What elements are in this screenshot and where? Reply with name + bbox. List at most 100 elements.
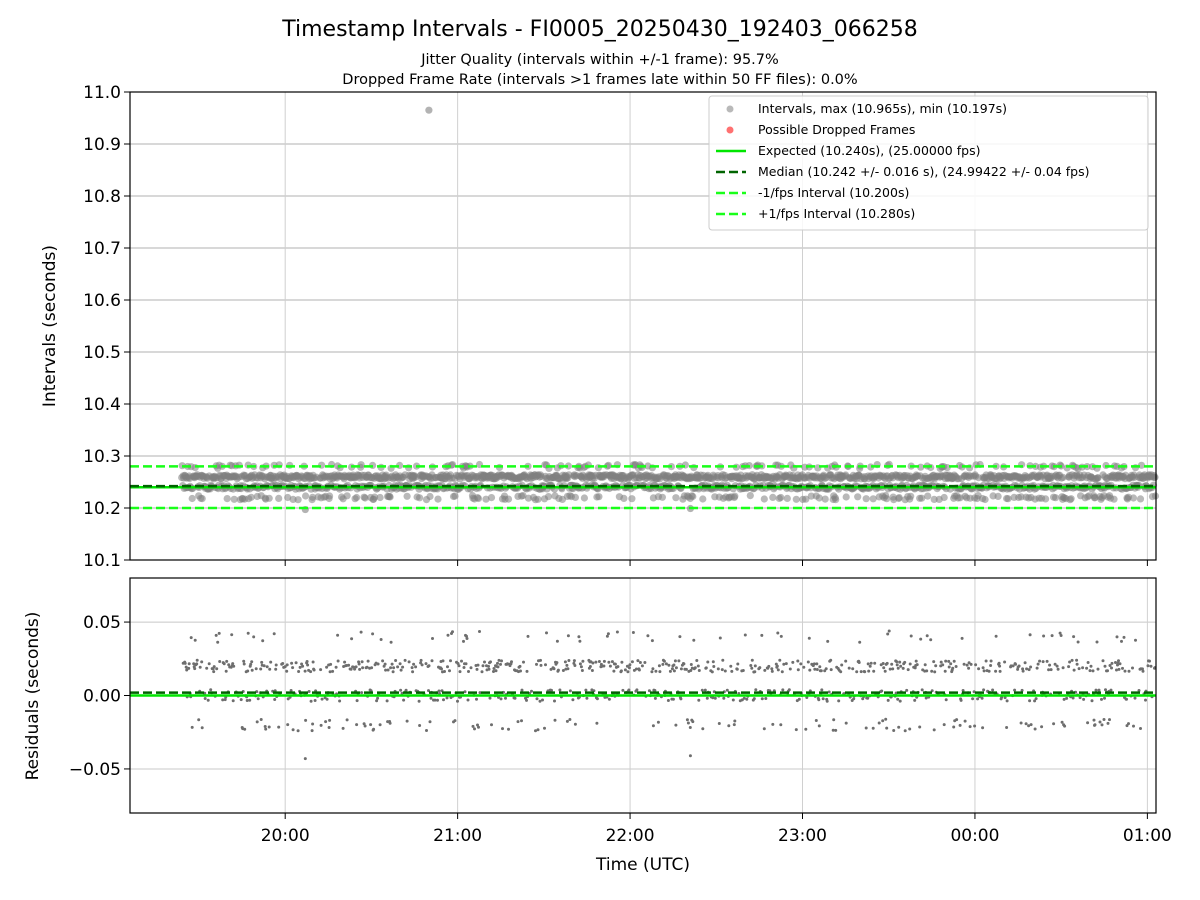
residual-point — [443, 670, 446, 673]
residual-point — [818, 665, 822, 669]
residual-point — [679, 697, 683, 701]
residual-point — [814, 719, 818, 722]
residual-point — [780, 670, 784, 674]
interval-point — [862, 495, 870, 503]
y-tick-label: 10.4 — [83, 395, 121, 415]
residual-point — [700, 688, 704, 692]
residual-point — [1094, 688, 1098, 692]
residual-point — [525, 698, 528, 702]
residual-point — [701, 727, 705, 731]
residual-point — [371, 632, 375, 636]
residual-point — [273, 698, 277, 701]
y-tick-label: −0.05 — [69, 760, 121, 780]
legend-label-dropped: Possible Dropped Frames — [758, 122, 915, 137]
residual-point — [246, 631, 250, 635]
residual-point — [265, 665, 269, 669]
residual-point — [944, 698, 948, 702]
residual-point — [578, 662, 582, 666]
residual-point — [558, 688, 562, 692]
residual-point — [501, 727, 504, 731]
residual-point — [1045, 659, 1049, 663]
interval-point — [474, 494, 483, 503]
interval-point — [371, 493, 379, 501]
residual-point — [381, 659, 385, 663]
residual-point — [605, 634, 609, 638]
residual-point — [1117, 667, 1121, 671]
interval-point — [451, 492, 459, 500]
residual-point — [713, 696, 717, 700]
residual-point — [925, 634, 929, 638]
residual-point — [363, 724, 367, 728]
residual-point — [923, 663, 927, 667]
interval-point — [869, 495, 877, 503]
residual-point — [448, 669, 451, 673]
interval-point — [658, 493, 667, 501]
residual-point — [1117, 659, 1120, 663]
residual-point — [619, 669, 623, 673]
residual-point — [1049, 668, 1053, 672]
residual-point — [722, 696, 726, 700]
interval-point — [386, 493, 394, 501]
residual-point — [705, 696, 709, 700]
interval-point — [1067, 495, 1075, 503]
residual-point — [510, 660, 513, 664]
residual-point — [221, 698, 225, 702]
residual-point — [379, 638, 383, 641]
residual-point — [929, 638, 933, 642]
residual-point — [556, 668, 560, 672]
residual-point — [304, 718, 308, 722]
residual-point — [403, 658, 407, 662]
residual-point — [456, 662, 460, 665]
interval-point — [504, 495, 513, 503]
residual-point — [776, 668, 780, 672]
residual-point — [200, 726, 204, 730]
residual-point — [1068, 660, 1072, 664]
residual-point — [544, 663, 547, 667]
residual-point — [375, 699, 379, 703]
residual-point — [712, 665, 716, 668]
residual-point — [1098, 720, 1102, 724]
interval-point — [628, 495, 636, 503]
residual-point — [476, 723, 479, 727]
residual-point — [550, 688, 553, 692]
residual-point — [1127, 722, 1130, 726]
residual-point — [193, 667, 197, 671]
interval-point — [361, 494, 369, 502]
residual-point — [930, 669, 934, 673]
residual-point — [460, 659, 463, 663]
residual-point — [750, 658, 754, 662]
residual-point — [859, 670, 863, 674]
residual-point — [499, 662, 502, 666]
residual-point — [1089, 664, 1093, 668]
residual-point — [331, 669, 335, 673]
residual-point — [658, 670, 662, 674]
interval-point — [376, 493, 384, 502]
residual-point — [341, 726, 345, 730]
residual-point — [959, 698, 963, 702]
residual-point — [1106, 669, 1109, 673]
residual-point — [329, 662, 333, 666]
residual-point — [711, 660, 715, 664]
residual-point — [693, 666, 697, 670]
residual-point — [1035, 666, 1039, 670]
residual-point — [791, 660, 795, 664]
interval-point — [883, 495, 891, 503]
residual-point — [1114, 661, 1117, 664]
residual-point — [651, 724, 655, 728]
residual-point — [451, 630, 454, 634]
residual-point — [844, 659, 848, 663]
residual-point-min — [303, 757, 307, 761]
residual-point — [650, 639, 654, 643]
residual-point — [496, 661, 499, 665]
residual-point — [398, 662, 402, 666]
residual-point — [615, 630, 619, 634]
residual-point — [753, 670, 757, 674]
residual-point — [418, 724, 422, 727]
residual-point — [399, 668, 403, 672]
interval-point — [265, 494, 273, 502]
residual-point — [1133, 696, 1137, 700]
chart-subtitle-jitter: Jitter Quality (intervals within +/-1 fr… — [420, 52, 779, 68]
residual-point — [732, 723, 736, 727]
legend-box — [708, 95, 1149, 231]
residual-point — [216, 640, 220, 644]
